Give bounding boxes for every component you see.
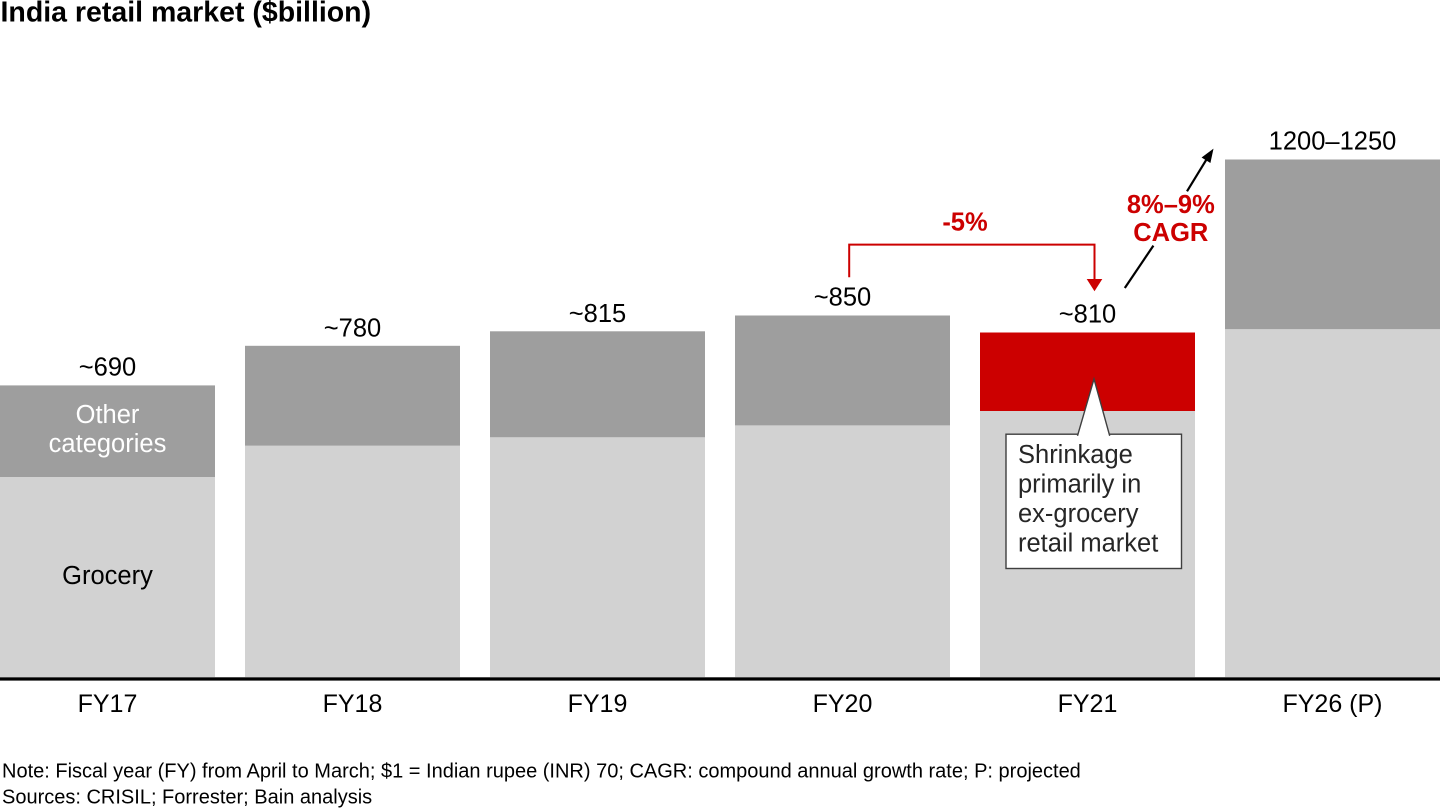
svg-text:~810: ~810 <box>1059 301 1116 329</box>
svg-text:-5%: -5% <box>942 208 987 236</box>
svg-text:FY21: FY21 <box>1058 690 1118 718</box>
svg-text:~690: ~690 <box>79 353 136 381</box>
svg-text:8%–9%: 8%–9% <box>1127 191 1215 219</box>
svg-text:FY19: FY19 <box>568 690 628 718</box>
svg-text:Other: Other <box>76 401 140 429</box>
svg-text:~815: ~815 <box>569 300 626 328</box>
svg-text:Note: Fiscal year (FY) from Ap: Note: Fiscal year (FY) from April to Mar… <box>2 761 1081 783</box>
svg-text:CAGR: CAGR <box>1133 219 1208 247</box>
svg-text:FY26 (P): FY26 (P) <box>1282 690 1382 718</box>
svg-text:1200–1250: 1200–1250 <box>1269 128 1397 156</box>
svg-text:categories: categories <box>49 430 167 458</box>
svg-text:India retail market ($billion): India retail market ($billion) <box>1 0 372 29</box>
svg-text:~780: ~780 <box>324 315 381 343</box>
svg-text:Sources: CRISIL; Forrester; Ba: Sources: CRISIL; Forrester; Bain analysi… <box>2 787 372 809</box>
svg-text:FY20: FY20 <box>813 690 873 718</box>
svg-text:FY18: FY18 <box>323 690 383 718</box>
svg-text:~850: ~850 <box>814 283 871 311</box>
svg-text:retail market: retail market <box>1018 530 1158 558</box>
svg-text:Shrinkage: Shrinkage <box>1018 441 1133 469</box>
svg-text:ex-grocery: ex-grocery <box>1018 500 1139 528</box>
svg-text:primarily in: primarily in <box>1018 471 1141 499</box>
svg-text:FY17: FY17 <box>78 690 138 718</box>
svg-text:Grocery: Grocery <box>62 562 153 590</box>
